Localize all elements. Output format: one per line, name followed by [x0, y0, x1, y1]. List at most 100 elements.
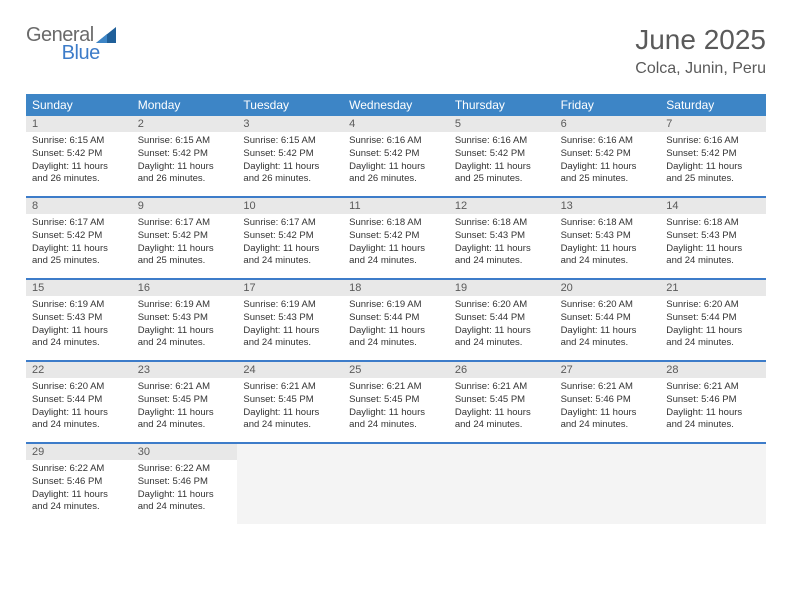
calendar-week: 29Sunrise: 6:22 AMSunset: 5:46 PMDayligh… — [26, 444, 766, 524]
logo: General Blue — [26, 24, 158, 47]
day-number: 9 — [132, 198, 238, 214]
day-content: Sunrise: 6:15 AMSunset: 5:42 PMDaylight:… — [26, 132, 132, 192]
day-content: Sunrise: 6:18 AMSunset: 5:42 PMDaylight:… — [343, 214, 449, 274]
logo-text-blue: Blue — [62, 42, 100, 65]
day-cell: 10Sunrise: 6:17 AMSunset: 5:42 PMDayligh… — [237, 198, 343, 278]
day-number: 24 — [237, 362, 343, 378]
day-content: Sunrise: 6:20 AMSunset: 5:44 PMDaylight:… — [26, 378, 132, 438]
day-header: Tuesday — [237, 94, 343, 116]
day-cell: 17Sunrise: 6:19 AMSunset: 5:43 PMDayligh… — [237, 280, 343, 360]
day-content: Sunrise: 6:22 AMSunset: 5:46 PMDaylight:… — [26, 460, 132, 520]
day-number: 12 — [449, 198, 555, 214]
day-content: Sunrise: 6:16 AMSunset: 5:42 PMDaylight:… — [449, 132, 555, 192]
day-header: Sunday — [26, 94, 132, 116]
day-content: Sunrise: 6:21 AMSunset: 5:46 PMDaylight:… — [555, 378, 661, 438]
day-cell: 9Sunrise: 6:17 AMSunset: 5:42 PMDaylight… — [132, 198, 238, 278]
day-number: 2 — [132, 116, 238, 132]
day-cell: 13Sunrise: 6:18 AMSunset: 5:43 PMDayligh… — [555, 198, 661, 278]
day-number: 27 — [555, 362, 661, 378]
day-cell: 23Sunrise: 6:21 AMSunset: 5:45 PMDayligh… — [132, 362, 238, 442]
day-header: Friday — [555, 94, 661, 116]
day-content: Sunrise: 6:18 AMSunset: 5:43 PMDaylight:… — [555, 214, 661, 274]
day-cell: 4Sunrise: 6:16 AMSunset: 5:42 PMDaylight… — [343, 116, 449, 196]
day-cell: 27Sunrise: 6:21 AMSunset: 5:46 PMDayligh… — [555, 362, 661, 442]
day-header: Monday — [132, 94, 238, 116]
day-number: 21 — [660, 280, 766, 296]
day-header: Wednesday — [343, 94, 449, 116]
day-number: 3 — [237, 116, 343, 132]
day-cell: 26Sunrise: 6:21 AMSunset: 5:45 PMDayligh… — [449, 362, 555, 442]
day-number: 23 — [132, 362, 238, 378]
day-cell: 8Sunrise: 6:17 AMSunset: 5:42 PMDaylight… — [26, 198, 132, 278]
day-cell: 29Sunrise: 6:22 AMSunset: 5:46 PMDayligh… — [26, 444, 132, 524]
day-content: Sunrise: 6:17 AMSunset: 5:42 PMDaylight:… — [132, 214, 238, 274]
day-number: 13 — [555, 198, 661, 214]
day-content: Sunrise: 6:21 AMSunset: 5:46 PMDaylight:… — [660, 378, 766, 438]
day-number: 26 — [449, 362, 555, 378]
day-number: 19 — [449, 280, 555, 296]
day-cell — [449, 444, 555, 524]
day-header: Thursday — [449, 94, 555, 116]
day-cell: 28Sunrise: 6:21 AMSunset: 5:46 PMDayligh… — [660, 362, 766, 442]
day-content: Sunrise: 6:20 AMSunset: 5:44 PMDaylight:… — [660, 296, 766, 356]
day-number: 10 — [237, 198, 343, 214]
day-cell — [555, 444, 661, 524]
title-block: June 2025 Colca, Junin, Peru — [635, 24, 766, 78]
day-content: Sunrise: 6:22 AMSunset: 5:46 PMDaylight:… — [132, 460, 238, 520]
day-content: Sunrise: 6:16 AMSunset: 5:42 PMDaylight:… — [660, 132, 766, 192]
day-content: Sunrise: 6:18 AMSunset: 5:43 PMDaylight:… — [449, 214, 555, 274]
calendar-week: 15Sunrise: 6:19 AMSunset: 5:43 PMDayligh… — [26, 280, 766, 362]
day-headers-row: SundayMondayTuesdayWednesdayThursdayFrid… — [26, 94, 766, 116]
day-number: 1 — [26, 116, 132, 132]
day-content: Sunrise: 6:21 AMSunset: 5:45 PMDaylight:… — [449, 378, 555, 438]
day-number: 22 — [26, 362, 132, 378]
day-cell: 2Sunrise: 6:15 AMSunset: 5:42 PMDaylight… — [132, 116, 238, 196]
day-cell — [660, 444, 766, 524]
day-cell: 5Sunrise: 6:16 AMSunset: 5:42 PMDaylight… — [449, 116, 555, 196]
day-number: 7 — [660, 116, 766, 132]
day-cell: 12Sunrise: 6:18 AMSunset: 5:43 PMDayligh… — [449, 198, 555, 278]
day-number: 11 — [343, 198, 449, 214]
day-number: 25 — [343, 362, 449, 378]
day-content: Sunrise: 6:15 AMSunset: 5:42 PMDaylight:… — [132, 132, 238, 192]
day-cell — [343, 444, 449, 524]
day-number: 15 — [26, 280, 132, 296]
day-content: Sunrise: 6:20 AMSunset: 5:44 PMDaylight:… — [555, 296, 661, 356]
day-number: 28 — [660, 362, 766, 378]
calendar-week: 22Sunrise: 6:20 AMSunset: 5:44 PMDayligh… — [26, 362, 766, 444]
day-cell: 15Sunrise: 6:19 AMSunset: 5:43 PMDayligh… — [26, 280, 132, 360]
day-number: 8 — [26, 198, 132, 214]
day-number: 18 — [343, 280, 449, 296]
day-number: 29 — [26, 444, 132, 460]
day-number: 4 — [343, 116, 449, 132]
day-cell: 18Sunrise: 6:19 AMSunset: 5:44 PMDayligh… — [343, 280, 449, 360]
day-number: 30 — [132, 444, 238, 460]
day-content: Sunrise: 6:21 AMSunset: 5:45 PMDaylight:… — [237, 378, 343, 438]
day-number: 6 — [555, 116, 661, 132]
day-cell: 7Sunrise: 6:16 AMSunset: 5:42 PMDaylight… — [660, 116, 766, 196]
day-cell: 20Sunrise: 6:20 AMSunset: 5:44 PMDayligh… — [555, 280, 661, 360]
day-cell: 24Sunrise: 6:21 AMSunset: 5:45 PMDayligh… — [237, 362, 343, 442]
day-content: Sunrise: 6:17 AMSunset: 5:42 PMDaylight:… — [237, 214, 343, 274]
calendar-week: 8Sunrise: 6:17 AMSunset: 5:42 PMDaylight… — [26, 198, 766, 280]
day-content: Sunrise: 6:19 AMSunset: 5:43 PMDaylight:… — [237, 296, 343, 356]
day-number: 5 — [449, 116, 555, 132]
day-cell: 22Sunrise: 6:20 AMSunset: 5:44 PMDayligh… — [26, 362, 132, 442]
day-cell: 3Sunrise: 6:15 AMSunset: 5:42 PMDaylight… — [237, 116, 343, 196]
day-content: Sunrise: 6:19 AMSunset: 5:44 PMDaylight:… — [343, 296, 449, 356]
day-cell: 1Sunrise: 6:15 AMSunset: 5:42 PMDaylight… — [26, 116, 132, 196]
day-cell: 21Sunrise: 6:20 AMSunset: 5:44 PMDayligh… — [660, 280, 766, 360]
calendar-week: 1Sunrise: 6:15 AMSunset: 5:42 PMDaylight… — [26, 116, 766, 198]
calendar-grid: SundayMondayTuesdayWednesdayThursdayFrid… — [26, 94, 766, 524]
day-number: 14 — [660, 198, 766, 214]
day-content: Sunrise: 6:20 AMSunset: 5:44 PMDaylight:… — [449, 296, 555, 356]
day-cell — [237, 444, 343, 524]
day-content: Sunrise: 6:19 AMSunset: 5:43 PMDaylight:… — [132, 296, 238, 356]
day-content: Sunrise: 6:18 AMSunset: 5:43 PMDaylight:… — [660, 214, 766, 274]
day-header: Saturday — [660, 94, 766, 116]
day-content: Sunrise: 6:15 AMSunset: 5:42 PMDaylight:… — [237, 132, 343, 192]
day-content: Sunrise: 6:21 AMSunset: 5:45 PMDaylight:… — [343, 378, 449, 438]
day-content: Sunrise: 6:16 AMSunset: 5:42 PMDaylight:… — [343, 132, 449, 192]
day-cell: 14Sunrise: 6:18 AMSunset: 5:43 PMDayligh… — [660, 198, 766, 278]
day-cell: 19Sunrise: 6:20 AMSunset: 5:44 PMDayligh… — [449, 280, 555, 360]
